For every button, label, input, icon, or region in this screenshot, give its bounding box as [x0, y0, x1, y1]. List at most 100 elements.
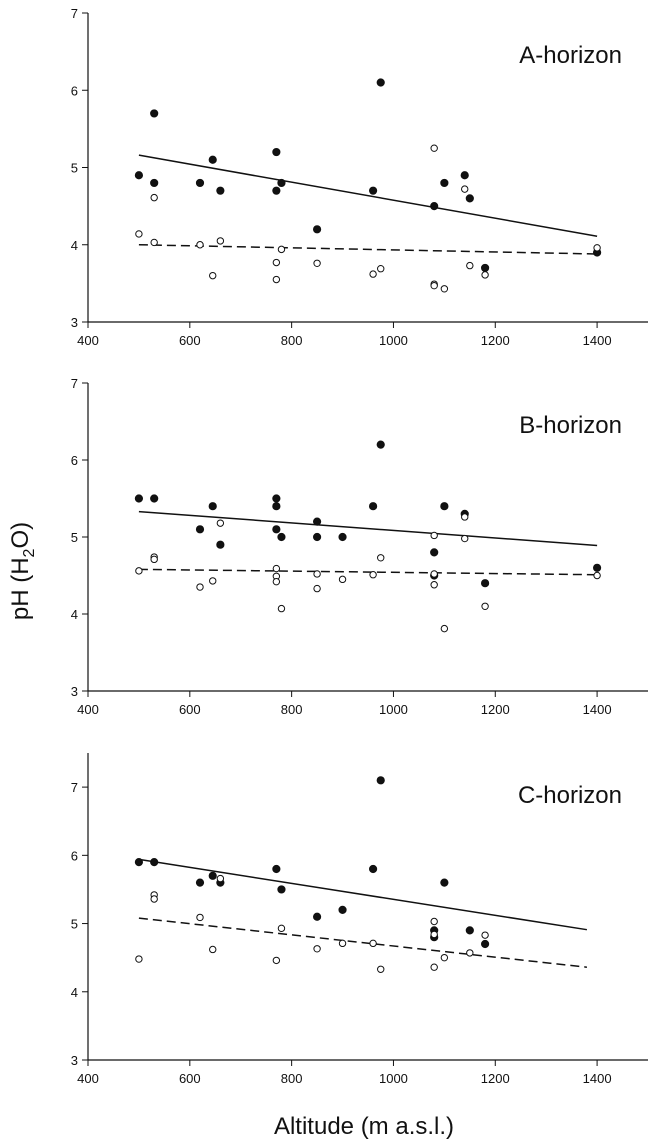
filled-data-point	[480, 263, 490, 273]
y-axis-title-subscript: 2	[21, 548, 38, 557]
y-tick-label: 6	[71, 848, 78, 863]
filled-data-point	[376, 78, 385, 87]
open-data-point	[369, 270, 377, 278]
filled-data-point	[272, 147, 281, 157]
filled-data-point	[272, 494, 281, 503]
filled-data-point	[430, 202, 439, 211]
x-tick-label: 1200	[481, 333, 510, 348]
x-tick-label: 400	[77, 333, 99, 348]
x-tick-label: 600	[179, 333, 201, 348]
filled-data-point	[150, 109, 159, 118]
open-data-point	[369, 939, 377, 948]
filled-data-point	[376, 776, 385, 785]
x-axis-title: Altitude (m a.s.l.)	[274, 1113, 454, 1140]
filled-data-point	[480, 579, 490, 588]
x-tick-label: 1000	[379, 702, 408, 717]
filled-data-point	[208, 871, 217, 880]
panel-title: A-horizon	[519, 42, 622, 69]
y-tick-label: 7	[71, 6, 78, 21]
x-tick-label: 1000	[379, 333, 408, 348]
filled-data-point	[150, 494, 159, 503]
filled-data-point	[195, 878, 205, 887]
filled-data-point	[368, 186, 378, 195]
panel-b-horizon: 3 4 5 6 7 400 600 800 1000 1200 1400 B-horizon	[71, 376, 648, 717]
x-tick-label: 600	[179, 702, 201, 717]
open-data-point	[209, 945, 217, 954]
filled-data-point	[465, 926, 474, 935]
y-tick-label: 3	[71, 1053, 78, 1068]
x-tick-label: 800	[281, 1071, 303, 1086]
x-tick-label: 1200	[481, 1071, 510, 1086]
open-data-point	[466, 949, 474, 957]
open-data-point	[440, 953, 449, 962]
open-data-point	[430, 963, 438, 971]
x-tick-label: 1000	[379, 1071, 408, 1086]
open-data-point	[135, 230, 143, 238]
filled-data-point	[440, 178, 449, 188]
open-data-point	[430, 581, 438, 589]
filled-data-point	[480, 939, 490, 949]
open-data-point	[313, 259, 321, 267]
open-data-point	[481, 602, 489, 610]
filled-data-point	[312, 225, 322, 234]
y-tick-label: 3	[71, 684, 78, 699]
filled-data-point	[376, 440, 385, 449]
filled-data-point	[368, 502, 378, 511]
filled-data-point	[272, 502, 281, 511]
x-tick-label: 600	[179, 1071, 201, 1086]
open-data-point	[377, 554, 385, 562]
filled-data-point	[312, 912, 322, 921]
filled-data-point	[272, 525, 281, 534]
open-data-point	[150, 555, 158, 564]
open-data-point	[216, 237, 225, 245]
y-tick-label: 4	[71, 238, 78, 253]
open-data-point	[277, 604, 286, 613]
y-tick-label: 3	[71, 315, 78, 330]
x-tick-label: 800	[281, 333, 303, 348]
solid-trend-line	[138, 154, 598, 237]
y-axis-title-end: O)	[7, 522, 34, 549]
open-data-point	[135, 567, 143, 575]
y-tick-label: 5	[71, 161, 78, 176]
y-tick-label: 6	[71, 453, 78, 468]
open-data-point	[150, 895, 158, 903]
x-tick-label: 800	[281, 702, 303, 717]
y-axis-title: pH (H2O)	[7, 522, 38, 620]
filled-data-point	[272, 864, 281, 874]
filled-data-point	[277, 532, 286, 542]
open-data-point	[481, 271, 489, 279]
open-data-point	[277, 245, 286, 254]
panel-a-horizon: 3 4 5 6 7 400 600 800 1000 1200 1400 A-horizon	[71, 6, 648, 348]
filled-data-point	[312, 532, 322, 542]
open-data-point	[196, 241, 204, 249]
filled-data-point	[134, 858, 144, 867]
filled-data-point	[440, 878, 449, 887]
y-tick-label: 7	[71, 780, 78, 795]
filled-data-point	[430, 548, 439, 557]
open-data-point	[272, 564, 281, 573]
x-tick-label: 1400	[583, 702, 612, 717]
y-tick-label: 7	[71, 376, 78, 391]
filled-data-point	[460, 171, 469, 180]
filled-data-point	[150, 858, 159, 867]
x-tick-label: 400	[77, 1071, 99, 1086]
open-data-point	[272, 956, 281, 965]
panel-title: C-horizon	[518, 782, 622, 809]
open-data-point	[377, 965, 385, 973]
filled-data-point	[134, 494, 144, 503]
open-data-point	[216, 519, 225, 527]
open-data-point	[338, 939, 347, 948]
y-tick-label: 5	[71, 530, 78, 545]
filled-data-point	[134, 171, 144, 180]
open-data-point	[430, 281, 438, 290]
filled-data-point	[216, 540, 225, 549]
y-tick-label: 6	[71, 83, 78, 98]
open-data-point	[593, 244, 601, 252]
open-data-point	[430, 144, 438, 152]
y-tick-label: 4	[71, 985, 78, 1000]
y-tick-label: 5	[71, 917, 78, 932]
filled-data-point	[592, 563, 602, 572]
panel-title: B-horizon	[519, 412, 622, 439]
open-data-point	[272, 258, 281, 267]
open-data-point	[313, 945, 321, 953]
